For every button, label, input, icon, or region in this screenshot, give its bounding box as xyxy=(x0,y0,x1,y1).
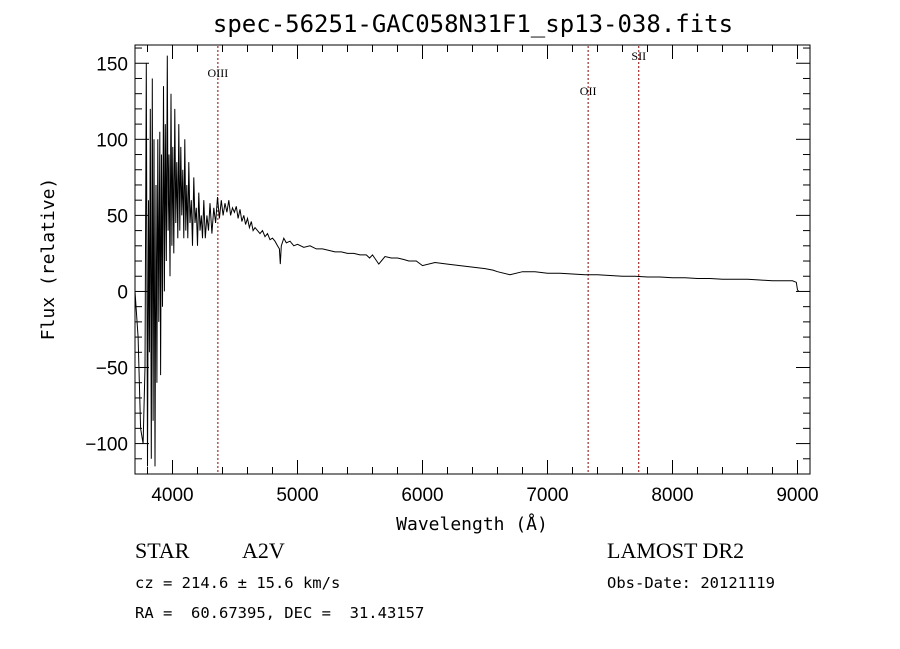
obs-date: Obs-Date: 20121119 xyxy=(607,574,775,592)
line-label-oiii: OIII xyxy=(208,66,229,80)
y-axis-ticks: −100 −50 0 50 100 150 xyxy=(85,47,810,460)
y-tick-label: 150 xyxy=(96,54,128,75)
x-tick-label: 8000 xyxy=(651,485,693,506)
line-label-oii: OII xyxy=(580,84,597,98)
redshift-value: cz = 214.6 ± 15.6 km/s xyxy=(135,574,341,592)
chart-title: spec-56251-GAC058N31F1_sp13-038.fits xyxy=(213,10,733,38)
y-tick-label: −50 xyxy=(96,359,128,380)
x-tick-label: 5000 xyxy=(276,485,318,506)
y-tick-label: 50 xyxy=(107,206,128,227)
object-class: STAR xyxy=(135,538,190,563)
y-tick-label: −100 xyxy=(85,435,128,456)
x-tick-label: 4000 xyxy=(151,485,193,506)
x-axis-ticks: 4000 5000 6000 7000 8000 9000 xyxy=(147,45,819,506)
x-tick-label: 9000 xyxy=(776,485,818,506)
x-tick-label: 6000 xyxy=(401,485,443,506)
y-tick-label: 100 xyxy=(96,130,128,151)
object-subclass: A2V xyxy=(242,538,285,563)
x-axis-label: Wavelength (Å) xyxy=(396,513,548,535)
line-label-sii: SII xyxy=(631,49,646,63)
plot-area: OIII OII SII xyxy=(134,44,811,475)
survey-label: LAMOST DR2 xyxy=(607,538,745,563)
emission-line-markers: OIII OII SII xyxy=(208,46,646,473)
coordinates: RA = 60.67395, DEC = 31.43157 xyxy=(135,604,425,622)
spectrum-line xyxy=(134,55,800,467)
x-tick-label: 7000 xyxy=(526,485,568,506)
y-tick-label: 0 xyxy=(117,282,128,303)
y-axis-label: Flux (relative) xyxy=(38,178,59,341)
plot-frame xyxy=(134,44,811,475)
